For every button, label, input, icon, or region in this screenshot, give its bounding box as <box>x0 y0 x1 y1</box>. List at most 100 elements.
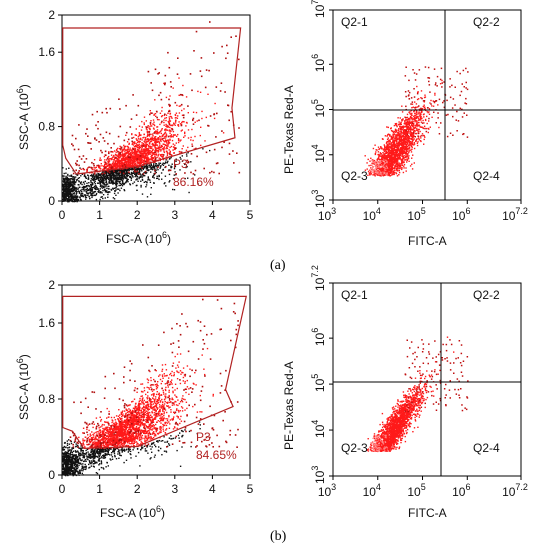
data-point <box>137 104 140 107</box>
data-point <box>123 146 126 148</box>
data-point <box>154 149 156 152</box>
data-point <box>406 137 409 139</box>
data-point <box>165 128 167 130</box>
data-point <box>91 175 93 178</box>
data-point <box>178 150 181 153</box>
data-point <box>153 121 155 123</box>
data-point <box>410 124 413 127</box>
data-point <box>402 139 404 141</box>
data-point <box>108 191 110 193</box>
data-point <box>142 168 144 171</box>
data-point <box>113 178 115 180</box>
data-point <box>105 183 108 186</box>
data-point <box>95 198 98 201</box>
data-point <box>74 183 76 186</box>
data-point <box>135 156 138 158</box>
data-point <box>120 148 122 150</box>
data-point <box>402 157 404 159</box>
data-point <box>99 173 101 175</box>
data-point <box>200 144 202 147</box>
data-point <box>131 137 133 139</box>
data-point <box>414 120 417 122</box>
data-point <box>407 139 409 141</box>
data-point <box>419 130 421 133</box>
data-point <box>411 107 413 109</box>
data-point <box>215 136 217 138</box>
data-point <box>145 154 147 156</box>
data-point <box>143 165 145 167</box>
data-point <box>155 151 157 153</box>
data-point <box>145 142 147 144</box>
data-point <box>124 149 127 151</box>
data-point <box>434 94 436 96</box>
data-point <box>94 169 97 172</box>
data-point <box>389 143 391 145</box>
data-point <box>406 145 408 148</box>
data-point <box>391 165 393 167</box>
data-point <box>178 105 180 107</box>
data-point <box>169 115 172 118</box>
data-point <box>120 183 123 186</box>
data-point <box>127 169 130 171</box>
data-point <box>145 147 148 150</box>
data-point <box>82 188 85 191</box>
data-point <box>396 153 398 156</box>
data-point <box>177 115 179 117</box>
data-point <box>71 181 73 184</box>
data-point <box>158 145 161 147</box>
data-point <box>118 169 121 172</box>
data-point <box>106 177 108 179</box>
data-point <box>126 178 128 180</box>
data-point <box>142 142 144 145</box>
data-point <box>160 132 162 135</box>
data-point <box>378 172 380 174</box>
data-point <box>391 163 393 165</box>
data-point <box>165 156 167 158</box>
data-point <box>123 175 125 177</box>
data-point <box>98 176 100 179</box>
data-point <box>174 117 177 119</box>
data-point <box>398 162 400 164</box>
data-point <box>77 148 80 151</box>
data-point <box>114 182 116 185</box>
data-point <box>86 128 88 130</box>
data-point <box>193 148 195 150</box>
data-point <box>138 164 141 166</box>
data-point <box>128 169 130 172</box>
data-point <box>163 182 165 185</box>
data-point <box>168 130 171 132</box>
data-point <box>408 130 410 132</box>
data-point <box>64 199 67 201</box>
data-point <box>173 174 175 176</box>
data-point <box>398 163 400 165</box>
data-point <box>136 146 138 148</box>
data-point <box>116 164 118 166</box>
data-point <box>376 164 378 166</box>
data-point <box>393 133 396 135</box>
data-point <box>371 169 373 171</box>
data-point <box>113 156 115 158</box>
data-point <box>139 146 142 149</box>
data-point <box>147 152 149 154</box>
data-point <box>168 173 171 176</box>
data-point <box>417 115 419 118</box>
data-point <box>96 164 98 167</box>
data-point <box>142 167 144 170</box>
data-point <box>192 119 194 122</box>
data-point <box>177 125 180 127</box>
data-point <box>115 162 117 165</box>
data-point <box>117 174 119 176</box>
data-point <box>422 119 424 122</box>
data-point <box>75 179 78 181</box>
data-point <box>126 151 128 153</box>
data-point <box>397 138 400 140</box>
data-point <box>113 192 116 195</box>
data-point <box>116 166 119 168</box>
data-point <box>164 144 166 146</box>
data-point <box>400 160 403 162</box>
data-point <box>147 157 149 160</box>
data-point <box>423 143 425 145</box>
data-point <box>85 132 87 135</box>
data-point <box>397 144 399 147</box>
data-point <box>367 170 370 173</box>
